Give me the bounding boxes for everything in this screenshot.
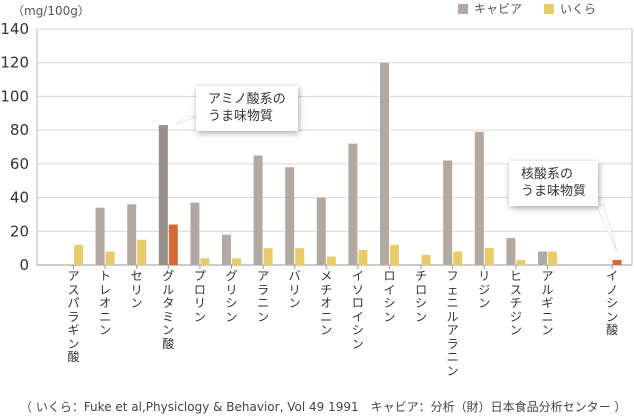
x-tick-label: アスパラギン酸: [67, 269, 80, 364]
y-axis-unit-label: （mg/100g）: [12, 4, 90, 18]
bar-caviar: [316, 197, 326, 265]
bar-caviar: [222, 234, 231, 265]
source-note: （ いくら：Fuke et al,Physiclogy & Behavior, …: [20, 400, 627, 414]
annotation-nucleotide-umami: 核酸系の うま味物質: [509, 161, 599, 206]
bar-ikura: [295, 248, 305, 265]
bar-caviar: [380, 62, 389, 265]
bar-ikura: [453, 251, 463, 265]
x-tick-label: グルタミン酸: [162, 269, 175, 351]
x-tick-label: メチオニン: [320, 269, 333, 337]
annotation-amino-umami: アミノ酸系の うま味物質: [196, 86, 298, 131]
y-tick-label: 140: [0, 20, 29, 38]
x-tick-label: バリン: [288, 269, 301, 310]
x-tick-label: セリン: [130, 269, 143, 310]
x-tick-label: アルギニン: [541, 269, 554, 337]
bar-ikura: [484, 248, 494, 265]
y-tick-label: 120: [0, 54, 29, 72]
bar-ikura: [263, 248, 273, 265]
legend: キャビア いくら: [458, 0, 596, 17]
bar-caviar: [253, 155, 263, 265]
legend-swatch-ikura: [544, 3, 555, 14]
y-tick-label: 20: [10, 222, 29, 240]
y-tick-label: 60: [10, 155, 29, 173]
annotation-line: うま味物質: [208, 109, 274, 124]
bar-caviar: [127, 204, 137, 265]
x-tick-label: グリシン: [225, 269, 238, 324]
legend-label-ikura: いくら: [560, 2, 597, 16]
y-tick-label: 100: [0, 87, 29, 105]
y-tick-label: 0: [19, 256, 29, 274]
annotation-line: アミノ酸系の: [208, 92, 286, 107]
x-tick-label: ヒスチジン: [509, 269, 522, 337]
x-tick-label: プロリン: [193, 269, 206, 324]
bar-ikura: [421, 254, 431, 265]
bar-ikura: [516, 259, 526, 265]
bar-ikura: [105, 251, 115, 265]
x-tick-label: イソロイシン: [351, 269, 364, 351]
annotation-line: 核酸系の: [521, 167, 574, 182]
bar-ikura: [612, 259, 622, 265]
bar-caviar: [443, 160, 453, 265]
bar-caviar: [506, 238, 516, 265]
legend-swatch-caviar: [458, 3, 468, 14]
bar-caviar: [158, 125, 168, 265]
annotation-line: うま味物質: [521, 184, 587, 199]
bar-ikura: [137, 239, 147, 265]
bar-ikura: [232, 258, 241, 265]
x-tick-label: イノシン酸: [606, 269, 619, 337]
x-tick-label: フェニルアラニン: [446, 269, 459, 378]
annotation-pointer: [595, 204, 618, 253]
legend-item-ikura: いくら: [544, 0, 596, 17]
annotation-pointer: [176, 115, 199, 125]
bar-ikura: [200, 258, 210, 265]
bar-ikura: [548, 251, 557, 265]
x-tick-label: ロイシン: [383, 269, 396, 324]
bar-caviar: [285, 167, 295, 265]
bar-caviar: [95, 207, 105, 265]
y-tick-label: 40: [10, 189, 29, 207]
bar-caviar: [348, 143, 358, 265]
bar-caviar: [190, 202, 200, 265]
bar-caviar: [474, 131, 484, 265]
y-tick-label: 80: [10, 121, 29, 139]
bar-caviar: [538, 251, 547, 265]
bar-ikura: [168, 224, 178, 265]
x-tick-label: チロシン: [415, 269, 428, 324]
legend-label-caviar: キャビア: [474, 2, 523, 16]
x-tick-label: アラニン: [257, 269, 270, 324]
legend-item-caviar: キャビア: [458, 0, 522, 17]
bar-ikura: [390, 244, 399, 265]
x-tick-label: トレオニン: [99, 269, 112, 337]
x-tick-label: リジン: [478, 269, 491, 310]
bar-ikura: [326, 256, 336, 265]
bar-ikura: [74, 244, 83, 265]
bar-ikura: [358, 249, 368, 265]
